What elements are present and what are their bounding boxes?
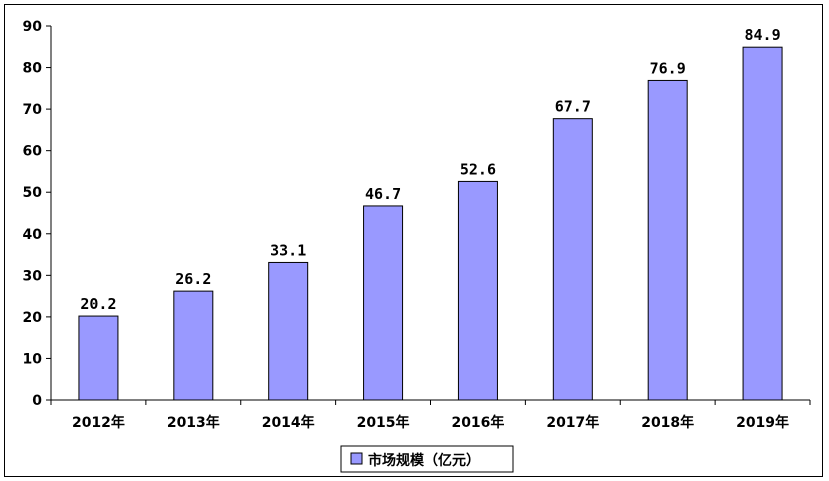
bar (552, 118, 593, 401)
data-label: 67.7 (555, 98, 591, 116)
x-tick-label: 2012年 (72, 414, 125, 431)
legend-swatch (350, 452, 363, 465)
legend-box (340, 445, 514, 473)
data-label: 26.2 (175, 270, 211, 288)
y-tick-label: 70 (23, 102, 43, 118)
data-label: 76.9 (650, 59, 686, 77)
x-tick-label: 2014年 (262, 414, 315, 431)
data-label: 46.7 (365, 185, 401, 203)
y-tick-label: 50 (23, 185, 43, 201)
bar (363, 205, 404, 401)
x-tick-label: 2015年 (357, 414, 410, 431)
data-label: 52.6 (460, 160, 496, 178)
y-tick-label: 90 (23, 19, 43, 35)
data-label: 84.9 (745, 26, 781, 44)
bar (742, 46, 783, 401)
y-tick-label: 60 (23, 144, 43, 160)
bar (78, 315, 119, 401)
y-axis: 0 10 20 30 40 50 60 70 80 90 (23, 19, 52, 409)
y-tick-label: 10 (23, 351, 43, 367)
y-tick-label: 40 (23, 227, 43, 243)
bars (78, 46, 783, 401)
legend: 市场规模（亿元） (340, 445, 514, 473)
bar (457, 180, 498, 401)
data-label: 20.2 (80, 295, 116, 313)
x-tick-label: 2019年 (736, 414, 789, 431)
x-axis: 2012年 2013年 2014年 2015年 2016年 2017年 2018年 2019年 (50, 399, 811, 431)
x-tick-label: 2016年 (451, 414, 504, 431)
data-labels: 20.2 26.2 33.1 46.7 52.6 67.7 76.9 84.9 (80, 26, 780, 313)
legend-label: 市场规模（亿元） (368, 452, 480, 469)
x-tick-label: 2018年 (641, 414, 694, 431)
x-tick-label: 2013年 (167, 414, 220, 431)
y-tick-label: 30 (23, 268, 43, 284)
bar (173, 290, 214, 401)
y-tick-label: 80 (23, 61, 43, 77)
x-tick-label: 2017年 (546, 414, 599, 431)
bar (268, 261, 309, 401)
data-label: 33.1 (270, 241, 306, 259)
y-tick-label: 20 (23, 310, 43, 326)
bar (647, 79, 688, 401)
y-tick-label: 0 (32, 393, 42, 409)
